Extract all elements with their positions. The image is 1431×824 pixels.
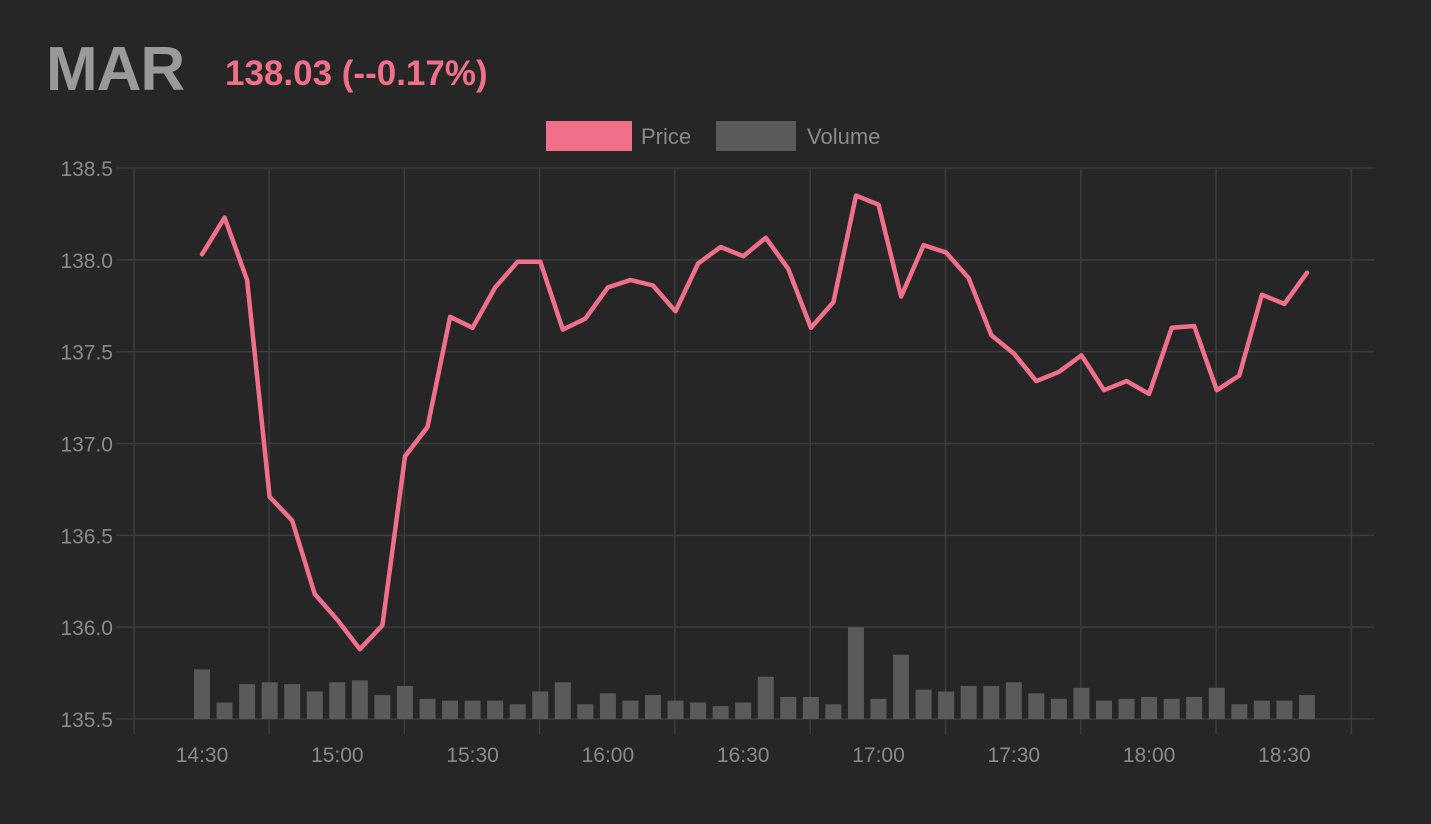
y-tick-label: 137.5 bbox=[60, 342, 113, 365]
volume-bar bbox=[893, 654, 910, 719]
legend-label-volume: Volume bbox=[807, 124, 880, 149]
volume-bar bbox=[577, 704, 594, 719]
x-tick-label: 17:30 bbox=[988, 744, 1041, 767]
legend[interactable]: Price Volume bbox=[546, 121, 880, 151]
ticker-symbol: MAR bbox=[46, 35, 185, 104]
x-tick-label: 16:00 bbox=[582, 744, 635, 767]
volume-bar bbox=[532, 691, 549, 719]
volume-bar bbox=[419, 698, 436, 719]
volume-bar bbox=[351, 680, 368, 719]
volume-bar bbox=[1208, 687, 1225, 719]
price-line bbox=[199, 193, 1310, 652]
volume-bar bbox=[915, 689, 932, 719]
x-tick-label: 18:00 bbox=[1123, 744, 1176, 767]
price-line-group bbox=[199, 193, 1310, 652]
volume-bar bbox=[1028, 693, 1045, 719]
volume-bar bbox=[847, 627, 864, 719]
volume-bar bbox=[1298, 695, 1315, 719]
volume-bar bbox=[306, 691, 323, 719]
volume-bar bbox=[284, 684, 301, 719]
volume-bar bbox=[870, 698, 887, 719]
y-tick-label: 136.0 bbox=[60, 617, 113, 640]
legend-label-price: Price bbox=[641, 124, 691, 149]
volume-bar bbox=[825, 704, 842, 719]
volume-bar bbox=[667, 700, 684, 719]
volume-bar bbox=[645, 695, 661, 719]
price-quote: 138.03 (--0.17%) bbox=[225, 54, 488, 93]
volume-bar bbox=[464, 700, 481, 719]
volume-bar bbox=[1118, 698, 1135, 719]
volume-bar bbox=[554, 682, 571, 719]
volume-bar bbox=[329, 682, 346, 719]
volume-bar bbox=[622, 700, 639, 719]
x-tick-label: 18:30 bbox=[1258, 744, 1311, 767]
volume-bar bbox=[1253, 700, 1270, 719]
volume-bar bbox=[396, 685, 413, 719]
y-tick-label: 135.5 bbox=[60, 709, 113, 732]
y-axis: 135.5 136.0 136.5 137.0 137.5 138.0 138.5 bbox=[60, 158, 113, 732]
volume-bar bbox=[1186, 696, 1203, 719]
volume-bar bbox=[194, 669, 210, 719]
volume-bar bbox=[261, 682, 278, 719]
volume-bar bbox=[1141, 696, 1158, 719]
grid-lines bbox=[116, 167, 1374, 734]
volume-bar bbox=[780, 696, 797, 719]
volume-bars bbox=[194, 627, 1315, 719]
x-tick-label: 15:00 bbox=[311, 744, 364, 767]
volume-bar bbox=[1163, 698, 1180, 719]
volume-bar bbox=[690, 702, 707, 719]
volume-bar bbox=[712, 706, 729, 719]
volume-bar bbox=[1005, 682, 1022, 719]
volume-bar bbox=[487, 700, 504, 719]
legend-swatch-price bbox=[546, 121, 632, 151]
y-tick-label: 138.0 bbox=[60, 250, 113, 273]
volume-bar bbox=[983, 685, 1000, 719]
volume-bar bbox=[599, 693, 616, 719]
volume-bar bbox=[1231, 704, 1248, 719]
volume-bar bbox=[509, 704, 526, 719]
volume-bar bbox=[735, 702, 752, 719]
y-tick-label: 138.5 bbox=[60, 158, 113, 181]
volume-bar bbox=[1276, 700, 1293, 719]
volume-bar bbox=[1050, 698, 1067, 719]
x-tick-label: 15:30 bbox=[446, 744, 499, 767]
volume-bar bbox=[442, 700, 459, 719]
x-axis: 14:30 15:00 15:30 16:00 16:30 17:00 17:30 18:00… bbox=[176, 744, 1311, 767]
y-tick-label: 137.0 bbox=[60, 434, 113, 457]
volume-bar bbox=[802, 696, 819, 719]
volume-bar bbox=[757, 676, 774, 719]
legend-swatch-volume bbox=[716, 121, 796, 151]
volume-bar bbox=[1096, 700, 1112, 719]
volume-bar bbox=[1073, 687, 1090, 719]
volume-bar bbox=[216, 702, 233, 719]
x-tick-label: 17:00 bbox=[852, 744, 905, 767]
y-tick-label: 136.5 bbox=[60, 525, 113, 548]
x-tick-label: 16:30 bbox=[717, 744, 770, 767]
x-tick-label: 14:30 bbox=[176, 744, 229, 767]
volume-bar bbox=[239, 684, 256, 719]
volume-bar bbox=[960, 685, 977, 719]
volume-bar bbox=[938, 691, 955, 719]
volume-bar bbox=[374, 695, 391, 719]
